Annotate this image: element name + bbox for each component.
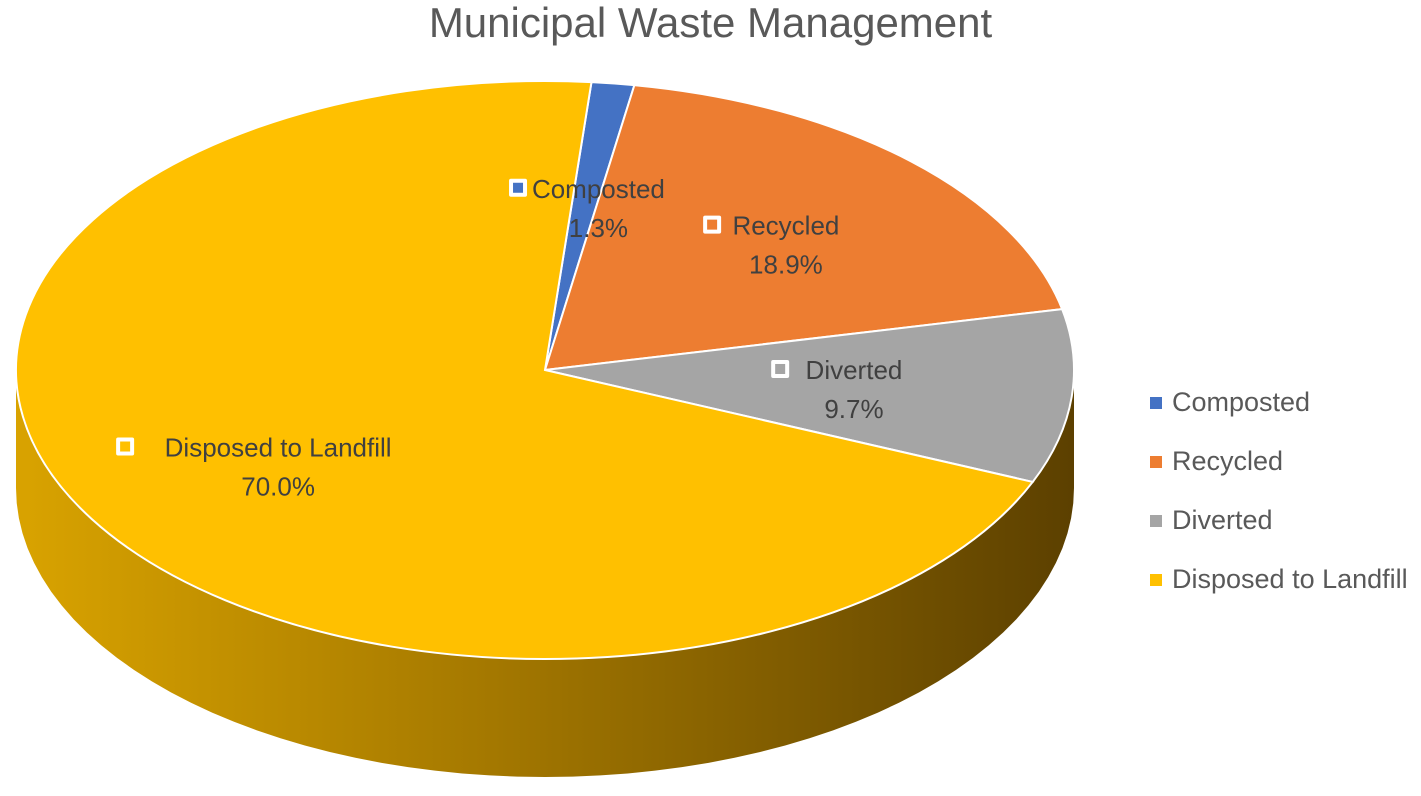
data-label-category: Recycled [732,211,839,241]
legend-label: Disposed to Landfill [1172,564,1408,594]
pie-slice-diverted [544,308,1076,484]
legend-item-disposed-to-landfill: Disposed to Landfill [1150,550,1408,609]
pie-slice-recycled [543,84,1064,372]
data-label-disposed-to-landfill: Disposed to Landfill 70.0% [116,433,392,502]
pie-slice-disposed-to-landfill [15,80,1035,660]
legend-swatch [1150,396,1162,409]
data-label-marker [707,219,718,230]
legend: Composted Recycled Diverted Disposed to Lan… [1150,373,1408,609]
data-label-category: Composted [532,174,665,204]
data-label-composted: Composted 1.3% [509,174,665,243]
legend-label: Recycled [1172,446,1284,476]
legend-label: Diverted [1172,505,1273,535]
chart-title: Municipal Waste Management [428,0,993,46]
pie-side [16,370,1074,777]
data-label-recycled: Recycled 18.9% [703,211,839,280]
data-label-diverted: Diverted 9.7% [771,355,902,424]
legend-swatch [1150,573,1162,586]
data-label-category: Disposed to Landfill [165,433,392,463]
data-label-value: 1.3% [569,213,628,243]
legend-item-recycled: Recycled [1150,432,1408,491]
legend-label: Composted [1172,387,1311,417]
data-label-value: 70.0% [241,472,315,502]
data-label-marker [775,363,786,374]
data-label-value: 9.7% [824,394,883,424]
data-label-marker [120,441,131,452]
data-label-category: Diverted [806,355,903,385]
legend-swatch [1150,455,1162,468]
legend-item-diverted: Diverted [1150,491,1408,550]
pie-side-wall [16,370,1074,777]
pie-slices [15,80,1076,660]
data-label-marker [513,182,524,193]
data-label-value: 18.9% [749,250,823,280]
legend-item-composted: Composted [1150,373,1408,432]
legend-swatch [1150,514,1162,527]
